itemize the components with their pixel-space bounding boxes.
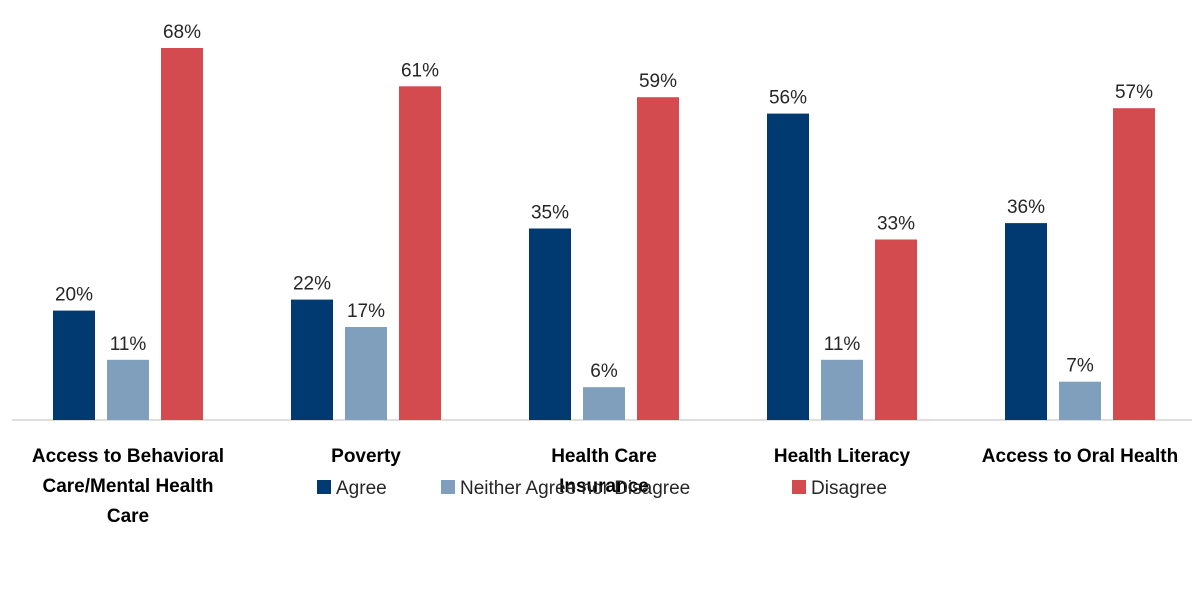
- data-label: 57%: [1115, 82, 1153, 103]
- bar-agree-4: [1005, 223, 1047, 420]
- bar-neither-agree-nor-disagree-2: [583, 387, 625, 420]
- bar-agree-0: [53, 310, 95, 420]
- legend-swatch-agree: [317, 480, 331, 494]
- data-label: 17%: [347, 301, 385, 322]
- legend-swatch-disagree: [792, 480, 806, 494]
- category-label: Access to Behavioral: [32, 446, 224, 467]
- bar-neither-agree-nor-disagree-3: [821, 359, 863, 420]
- legend-label: Agree: [336, 478, 387, 499]
- bar-disagree-4: [1113, 108, 1155, 420]
- data-label: 36%: [1007, 197, 1045, 218]
- bar-disagree-0: [161, 48, 203, 420]
- bar-agree-1: [291, 299, 333, 420]
- data-label: 33%: [877, 214, 915, 235]
- category-label: Care/Mental Health: [42, 476, 213, 497]
- bar-neither-agree-nor-disagree-1: [345, 327, 387, 420]
- bar-agree-2: [529, 228, 571, 420]
- data-label: 56%: [769, 88, 807, 109]
- bar-disagree-2: [637, 97, 679, 420]
- data-label: 6%: [590, 361, 618, 382]
- bar-agree-3: [767, 113, 809, 420]
- category-label: Care: [107, 506, 149, 527]
- data-label: 20%: [55, 285, 93, 306]
- bars-layer: [53, 48, 1155, 421]
- data-label: 7%: [1066, 356, 1094, 377]
- legend-swatch-neither-agree-nor-disagree: [441, 480, 455, 494]
- category-label: Health Literacy: [774, 446, 911, 467]
- data-label: 61%: [401, 60, 439, 81]
- legend-label: Disagree: [811, 478, 887, 499]
- data-label: 11%: [110, 334, 147, 355]
- data-label: 11%: [824, 334, 861, 355]
- category-labels-layer: Access to Behavioral Care/Mental Health Ca…: [32, 446, 1178, 527]
- category-label: Access to Oral Health: [982, 446, 1178, 467]
- data-label: 59%: [639, 71, 677, 92]
- bar-neither-agree-nor-disagree-0: [107, 359, 149, 420]
- category-label: Health Care: [551, 446, 657, 467]
- bar-disagree-3: [875, 239, 917, 420]
- data-label: 68%: [163, 22, 201, 43]
- data-label: 22%: [293, 274, 331, 295]
- category-label: Poverty: [331, 446, 401, 467]
- bar-neither-agree-nor-disagree-4: [1059, 381, 1101, 420]
- category-label: Insurance: [559, 476, 649, 497]
- legend: Agree Neither Agree nor Disagree Disagree: [317, 478, 887, 499]
- bar-disagree-1: [399, 86, 441, 421]
- data-labels-layer: 20% 22% 35% 56% 36% 11% 17% 6% 11% 7% 68% 61% 59% 33%…: [55, 22, 1153, 382]
- data-label: 35%: [531, 203, 569, 224]
- legend-label: Neither Agree nor Disagree: [460, 478, 690, 499]
